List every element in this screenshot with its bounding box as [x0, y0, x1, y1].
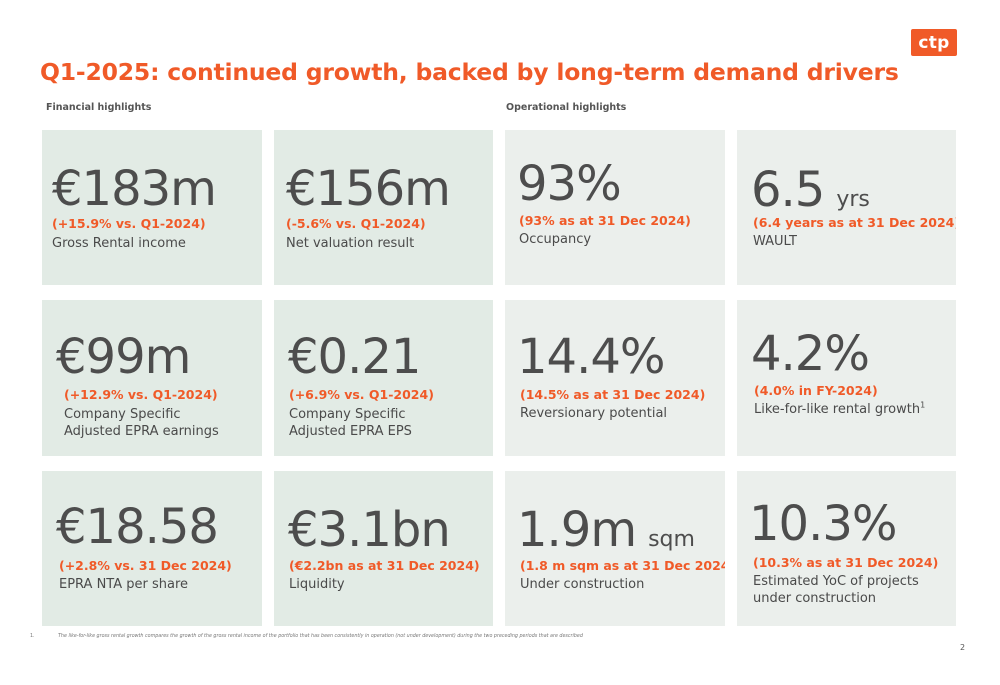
ctp-logo: ctp: [911, 29, 957, 56]
kpi-card-occupancy: 93% (93% as at 31 Dec 2024) Occupancy: [505, 130, 725, 285]
kpi-description: Liquidity: [289, 577, 345, 592]
kpi-description: Net valuation result: [286, 236, 415, 251]
financial-highlights-label: Financial highlights: [46, 102, 152, 113]
kpi-value: €0.21: [288, 329, 421, 385]
kpi-change: (93% as at 31 Dec 2024): [519, 213, 691, 228]
page-title: Q1-2025: continued growth, backed by lon…: [40, 58, 899, 86]
kpi-description: Company Specific Adjusted EPRA EPS: [289, 406, 412, 440]
kpi-change: (+6.9% vs. Q1-2024): [289, 387, 434, 402]
footnote-text: The like-for-like gross rental growth co…: [58, 634, 583, 639]
kpi-value: 4.2%: [751, 326, 870, 382]
kpi-description: Reversionary potential: [520, 406, 668, 421]
kpi-change: (4.0% in FY-2024): [754, 383, 878, 398]
kpi-change: (1.8 m sqm as at 31 Dec 2024): [520, 558, 725, 573]
footnote-number: 1.: [30, 634, 35, 639]
kpi-value: 93%: [517, 156, 622, 212]
kpi-change: (14.5% as at 31 Dec 2024): [520, 387, 706, 402]
kpi-card-reversionary-potential: 14.4% (14.5% as at 31 Dec 2024) Reversio…: [505, 300, 725, 456]
kpi-card-net-valuation-result: €156m (-5.6% vs. Q1-2024) Net valuation …: [274, 130, 493, 285]
kpi-value: 14.4%: [517, 329, 665, 385]
kpi-change: (10.3% as at 31 Dec 2024): [753, 555, 939, 570]
kpi-value: €3.1bn: [288, 502, 451, 558]
kpi-card-under-construction: 1.9m sqm (1.8 m sqm as at 31 Dec 2024) Un…: [505, 471, 725, 626]
kpi-description: Gross Rental income: [52, 236, 186, 251]
kpi-description-line2: under construction: [753, 591, 877, 606]
kpi-card-gross-rental-income: €183m (+15.9% vs. Q1-2024) Gross Rental …: [42, 130, 262, 285]
kpi-description: Company Specific Adjusted EPRA earnings: [64, 406, 219, 440]
kpi-description: Occupancy: [519, 232, 592, 247]
kpi-card-like-for-like-rental-growth: 4.2% (4.0% in FY-2024) Like-for-like ren…: [737, 300, 956, 456]
kpi-card-liquidity: €3.1bn (€2.2bn as at 31 Dec 2024) Liquid…: [274, 471, 493, 626]
footnote-reference: 1: [920, 400, 926, 410]
kpi-value: 10.3%: [749, 496, 897, 552]
footnote: 1. The like-for-like gross rental growth …: [30, 634, 583, 639]
kpi-card-epra-nta-per-share: €18.58 (+2.8% vs. 31 Dec 2024) EPRA NTA …: [42, 471, 262, 626]
kpi-change: (6.4 years as at 31 Dec 2024): [753, 215, 956, 230]
kpi-change: (-5.6% vs. Q1-2024): [286, 216, 426, 231]
operational-highlights-label: Operational highlights: [506, 102, 627, 113]
kpi-change: (+2.8% vs. 31 Dec 2024): [59, 558, 232, 573]
kpi-description-line2: Adjusted EPRA earnings: [64, 424, 219, 439]
kpi-description-line1: Estimated YoC of projects: [753, 574, 919, 589]
kpi-value: €183m: [52, 161, 217, 217]
kpi-value: 1.9m sqm: [517, 502, 695, 558]
kpi-description: EPRA NTA per share: [59, 577, 189, 592]
kpi-card-estimated-yoc: 10.3% (10.3% as at 31 Dec 2024) Estimate…: [737, 471, 956, 626]
kpi-card-adjusted-epra-eps: €0.21 (+6.9% vs. Q1-2024) Company Specif…: [274, 300, 493, 456]
kpi-description: Under construction: [520, 577, 645, 592]
kpi-description: WAULT: [753, 234, 797, 249]
kpi-card-adjusted-epra-earnings: €99m (+12.9% vs. Q1-2024) Company Specif…: [42, 300, 262, 456]
kpi-description-line2: Adjusted EPRA EPS: [289, 424, 412, 439]
kpi-change: (+15.9% vs. Q1-2024): [52, 216, 206, 231]
kpi-description: Estimated YoC of projects under construc…: [753, 573, 919, 607]
kpi-card-wault: 6.5 yrs (6.4 years as at 31 Dec 2024) WAU…: [737, 130, 956, 285]
kpi-unit: sqm: [648, 527, 695, 552]
kpi-description: Like-for-like rental growth1: [754, 400, 926, 417]
page-number: 2: [960, 643, 966, 652]
kpi-change: (+12.9% vs. Q1-2024): [64, 387, 218, 402]
kpi-value: €99m: [56, 329, 191, 385]
kpi-description-line1: Company Specific: [289, 407, 406, 422]
kpi-unit: yrs: [836, 187, 870, 212]
kpi-change: (€2.2bn as at 31 Dec 2024): [289, 558, 480, 573]
kpi-value: €18.58: [56, 499, 219, 555]
kpi-value: €156m: [286, 161, 451, 217]
kpi-description-line1: Company Specific: [64, 407, 181, 422]
kpi-value: 6.5 yrs: [751, 162, 870, 218]
